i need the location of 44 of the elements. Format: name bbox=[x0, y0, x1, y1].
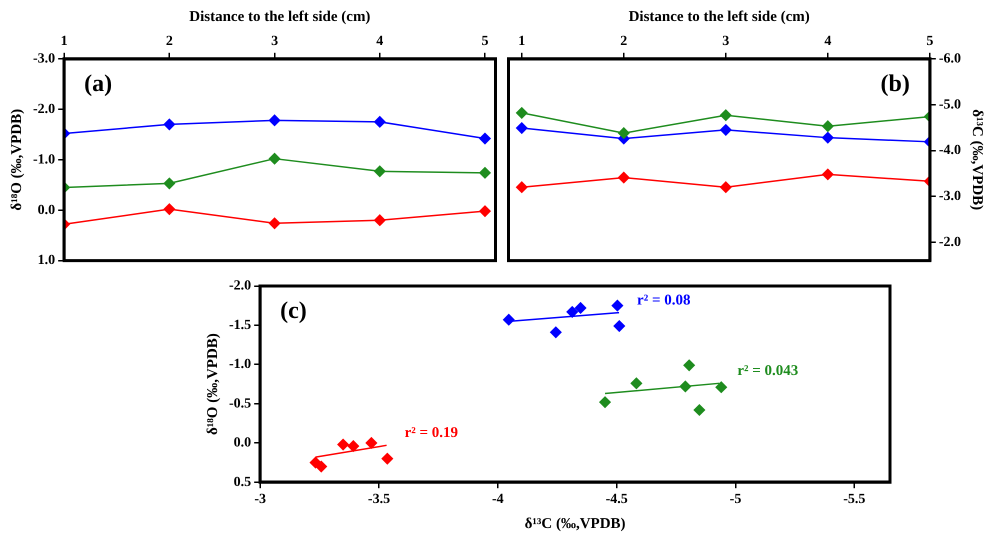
y2-tick-label: -5.0 bbox=[938, 97, 962, 112]
x-tick-label: 1 bbox=[60, 34, 68, 50]
annotation: (a) bbox=[84, 71, 112, 98]
y-axis-title: δ¹⁸O (‰,VPDB) bbox=[8, 108, 25, 211]
annotation: (c) bbox=[280, 298, 307, 324]
y-tick-label: -2.0 bbox=[32, 102, 56, 117]
y-tick-label: -1.0 bbox=[228, 357, 252, 372]
x-tick-label: -3 bbox=[254, 492, 266, 508]
x-tick-label: 2 bbox=[620, 34, 628, 50]
y-tick-label: -1.5 bbox=[228, 318, 252, 333]
y-tick-label: 1.0 bbox=[38, 253, 56, 268]
x-tick-label: 2 bbox=[166, 34, 173, 50]
annotation: r² = 0.19 bbox=[404, 425, 458, 442]
x-tick-label: -4.5 bbox=[606, 492, 628, 508]
y2-tick-label: -6.0 bbox=[938, 51, 962, 66]
x-tick-label: 3 bbox=[271, 34, 278, 50]
x-axis-title: Distance to the left side (cm) bbox=[189, 8, 370, 25]
annotation: (b) bbox=[880, 71, 910, 98]
x-axis-title: Distance to the left side (cm) bbox=[628, 8, 810, 25]
x-tick-label: 1 bbox=[518, 34, 526, 50]
x-tick-label: 5 bbox=[481, 34, 488, 50]
y-tick-label: 0.0 bbox=[234, 436, 252, 451]
x-tick-label: -3.5 bbox=[368, 492, 390, 508]
y-tick-label: -3.0 bbox=[32, 51, 56, 66]
y-tick-label: 0.5 bbox=[234, 474, 252, 490]
x-tick-label: -4 bbox=[492, 492, 504, 508]
x-tick-label: 4 bbox=[376, 34, 384, 50]
x-tick-label: 4 bbox=[824, 34, 832, 50]
y2-axis-title: δ¹³C (‰,VPDB) bbox=[969, 109, 986, 210]
x-axis-title: δ¹³C (‰,VPDB) bbox=[524, 516, 626, 532]
y2-tick-label: -4.0 bbox=[938, 143, 962, 158]
y-tick-label: 0.0 bbox=[38, 202, 56, 218]
y-tick-label: -0.5 bbox=[228, 396, 252, 412]
x-tick-label: -5.5 bbox=[843, 492, 866, 508]
annotation: r² = 0.043 bbox=[737, 363, 798, 380]
y-tick-label: -1.0 bbox=[32, 152, 56, 168]
y2-tick-label: -3.0 bbox=[938, 189, 962, 204]
y2-tick-label: -2.0 bbox=[938, 234, 962, 250]
x-tick-label: -5 bbox=[730, 492, 742, 508]
x-tick-label: 3 bbox=[722, 34, 730, 50]
annotation: r² = 0.08 bbox=[637, 292, 691, 309]
y-axis-title: δ¹⁸O (‰,VPDB) bbox=[204, 333, 221, 435]
x-tick-label: 5 bbox=[926, 34, 934, 50]
y-tick-label: -2.0 bbox=[228, 278, 252, 294]
